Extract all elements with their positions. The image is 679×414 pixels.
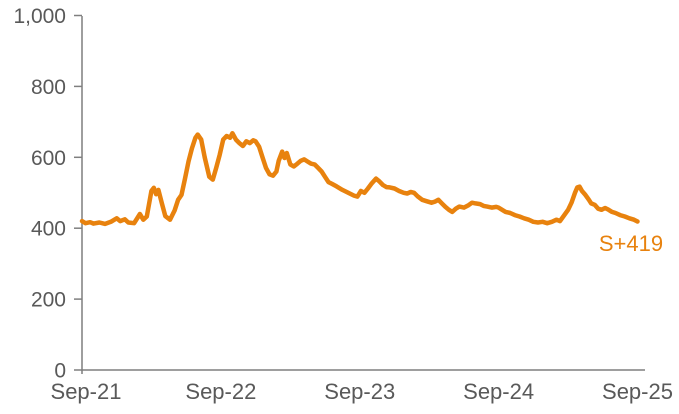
y-axis-tick-label: 1,000: [13, 5, 66, 28]
x-axis-tick-label: Sep-23: [324, 379, 395, 404]
x-axis-tick-label: Sep-25: [602, 379, 673, 404]
y-axis-labels: 0 200 400 600 800 1,000: [13, 5, 66, 383]
y-axis-tick-label: 200: [31, 289, 66, 312]
spread-series-line: [79, 130, 640, 227]
y-axis-tick-label: 0: [54, 360, 66, 383]
y-axis-tick-label: 400: [31, 218, 66, 241]
x-axis-labels: Sep-21 Sep-22 Sep-23 Sep-24 Sep-25: [51, 379, 673, 404]
y-axis-tick-label: 600: [31, 147, 66, 170]
y-axis-tick-label: 800: [31, 76, 66, 99]
y-axis-ticks: [74, 14, 82, 371]
x-axis-tick-label: Sep-24: [463, 379, 534, 404]
x-axis-tick-label: Sep-21: [51, 379, 122, 404]
series-end-label: S+419: [599, 231, 663, 256]
x-axis-tick-label: Sep-22: [185, 379, 256, 404]
